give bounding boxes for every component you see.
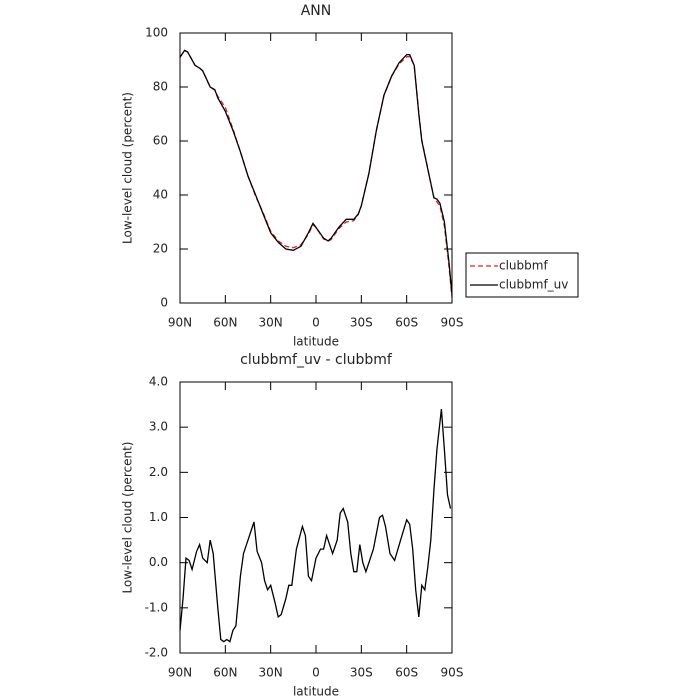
y-tick-label: 2.0	[149, 465, 168, 479]
y-axis-label: Low-level cloud (percent)	[121, 442, 135, 594]
x-axis-label: latitude	[293, 685, 339, 699]
x-tick-label: 90N	[168, 316, 192, 330]
legend-label: clubbmf	[499, 259, 548, 273]
y-tick-label: 100	[145, 26, 168, 40]
y-tick-label: 0.0	[149, 555, 168, 569]
x-tick-label: 30N	[259, 316, 283, 330]
y-tick-label: 60	[153, 134, 168, 148]
x-tick-label: 60N	[213, 666, 237, 680]
series-line	[179, 49, 453, 298]
y-tick-label: 40	[153, 188, 168, 202]
y-tick-label: -2.0	[145, 646, 168, 660]
y-tick-label: 80	[153, 80, 168, 94]
y-tick-label: 1.0	[149, 510, 168, 524]
y-tick-label: 4.0	[149, 375, 168, 389]
x-tick-label: 0	[312, 316, 320, 330]
plot-frame	[179, 381, 453, 654]
x-tick-label: 90S	[441, 666, 464, 680]
x-tick-label: 30S	[350, 316, 373, 330]
y-tick-label: 20	[153, 242, 168, 256]
x-tick-label: 30S	[350, 666, 373, 680]
series-line	[179, 49, 453, 295]
y-axis-label: Low-level cloud (percent)	[121, 92, 135, 244]
x-tick-label: 30N	[259, 666, 283, 680]
x-tick-label: 60N	[213, 316, 237, 330]
x-tick-label: 90N	[168, 666, 192, 680]
x-tick-label: 90S	[441, 316, 464, 330]
legend-box	[465, 252, 579, 298]
x-tick-label: 60S	[395, 316, 418, 330]
y-tick-label: 0	[160, 296, 168, 310]
y-tick-label: -1.0	[145, 600, 168, 614]
legend-label: clubbmf_uv	[499, 278, 568, 292]
series-line	[179, 409, 452, 643]
plot-frame	[179, 32, 453, 304]
chart-title: ANN	[301, 3, 332, 19]
y-tick-label: 3.0	[149, 420, 168, 434]
x-tick-label: 0	[312, 666, 320, 680]
x-tick-label: 60S	[395, 666, 418, 680]
chart-title: clubbmf_uv - clubbmf	[240, 352, 393, 368]
x-axis-label: latitude	[293, 335, 339, 349]
